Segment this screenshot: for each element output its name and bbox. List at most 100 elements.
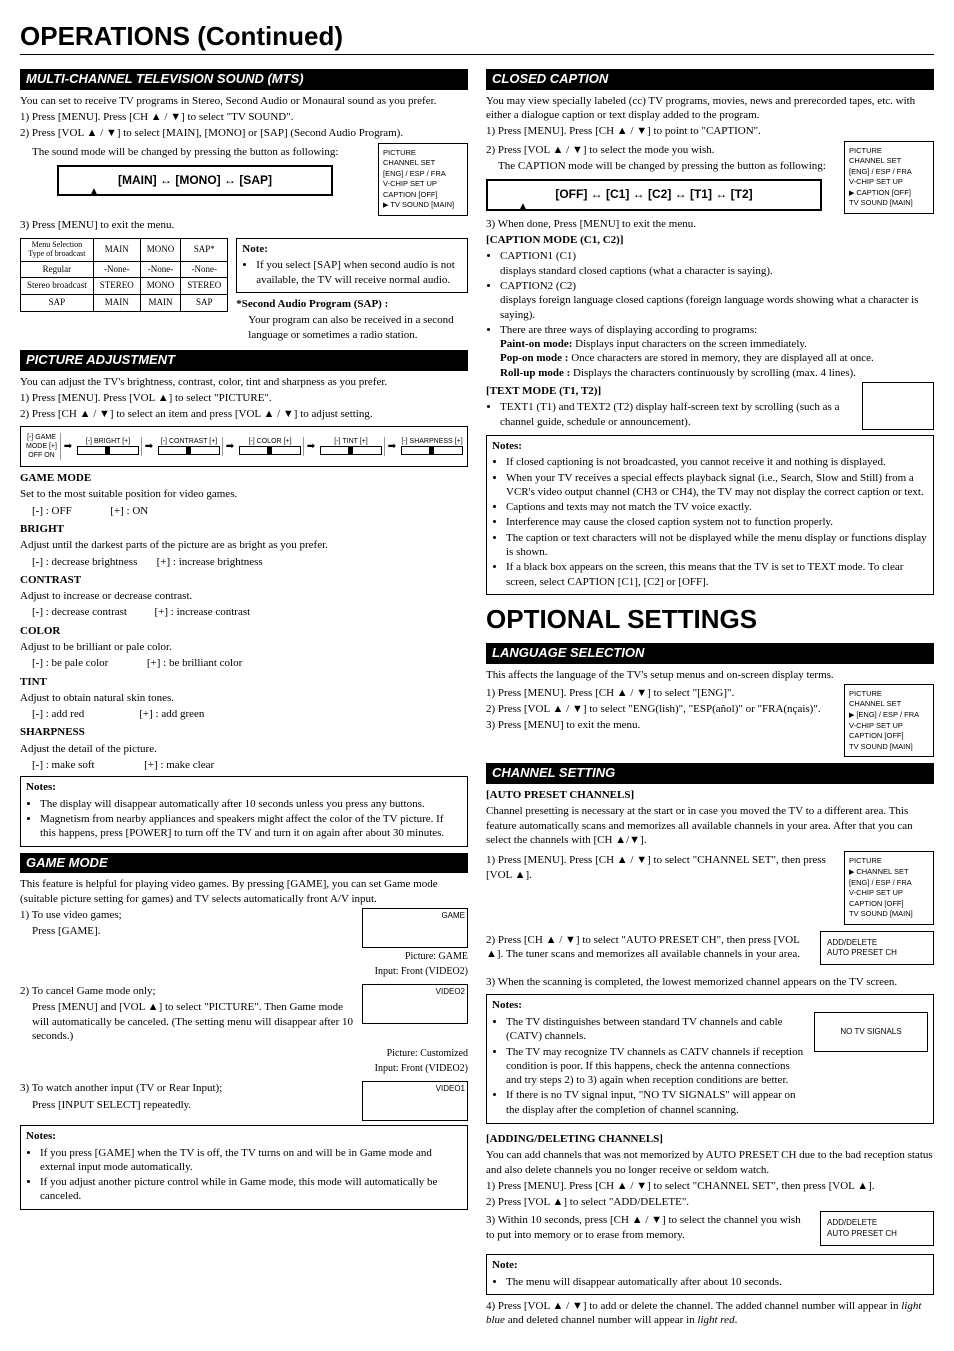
page-title: OPERATIONS (Continued) [20, 20, 934, 55]
cc-cap2: CAPTION2 (C2)displays foreign language c… [500, 279, 934, 322]
cc-text-d: TEXT1 (T1) and TEXT2 (T2) display half-s… [500, 400, 854, 429]
note-item: Captions and texts may not match the TV … [506, 500, 928, 514]
osd-line: V-CHIP SET UP [383, 179, 463, 190]
ch-a4e: . [735, 1314, 738, 1326]
osd-line: TV SOUND [MAIN] [849, 198, 929, 209]
pic-minus: [-] [334, 438, 340, 445]
item-l: [-] : be pale color [32, 657, 108, 669]
pic-cell: [-] SHARPNESS [+] [399, 437, 465, 456]
lang-s1: 1) Press [MENU]. Press [CH ▲ / ▼] to sel… [486, 686, 836, 700]
osd-line: TV SOUND [MAIN] [849, 742, 929, 753]
osd-line: V-CHIP SET UP [849, 888, 929, 899]
cc-rolld: Displays the characters continuously by … [573, 367, 856, 379]
item-h: BRIGHT [20, 522, 468, 536]
ch-notes: Notes: The TV distinguishes between stan… [486, 994, 934, 1124]
cc-ways: There are three ways of displaying accor… [500, 323, 934, 380]
ch-s3: 3) When the scanning is completed, the l… [486, 975, 934, 989]
item-d: Adjust to obtain natural skin tones. [20, 691, 468, 705]
mts-step1: 1) Press [MENU]. Press [CH ▲ / ▼] to sel… [20, 110, 468, 124]
item-d: Adjust until the darkest parts of the pi… [20, 538, 468, 552]
cc-header: CLOSED CAPTION [486, 69, 934, 90]
pic-header: PICTURE ADJUSTMENT [20, 350, 468, 371]
osd-line: CHANNEL SET [849, 156, 929, 167]
ch-auto-h: [AUTO PRESET CHANNELS] [486, 788, 934, 802]
note-item: If you adjust another picture control wh… [40, 1175, 462, 1204]
note-item: When your TV receives a special effects … [506, 471, 928, 500]
mts-diagram: [MAIN] ↔ [MONO] ↔ [SAP] ▲ [57, 165, 333, 197]
td: -None- [93, 261, 140, 278]
item-l: [-] : add red [32, 708, 84, 720]
osd-line: ADD/DELETE [827, 1218, 927, 1228]
pic-cell: [-] CONTRAST [+] [156, 437, 223, 456]
item-h: GAME MODE [20, 471, 468, 485]
item-l: [-] : OFF [32, 505, 72, 517]
cc-diagram: [OFF] ↔ [C1] ↔ [C2] ↔ [T1] ↔ [T2] ▲ [486, 179, 822, 211]
cc-paint: Paint-on mode: [500, 338, 575, 350]
osd-line: [ENG] / ESP / FRA [849, 878, 929, 889]
game-box2: VIDEO2 [362, 984, 468, 1024]
pic-sub: OFF ON [28, 452, 54, 459]
pic-notes: Notes: The display will disappear automa… [20, 776, 468, 846]
pic-cell: [-] BRIGHT [+] [75, 437, 142, 456]
pic-cell: [-] COLOR [+] [237, 437, 304, 456]
note-title: Note: [492, 1258, 928, 1272]
cc-cap2-d: displays foreign language closed caption… [500, 294, 918, 320]
note-item: If you press [GAME] when the TV is off, … [40, 1146, 462, 1175]
slider-icon [320, 446, 382, 455]
osd-line: [ENG] / ESP / FRA [849, 710, 929, 721]
th: SAP* [181, 239, 228, 262]
mts-osd: PICTURE CHANNEL SET [ENG] / ESP / FRA V-… [378, 143, 468, 216]
item-d: Adjust to be brilliant or pale color. [20, 640, 468, 654]
game-box1: GAME [362, 908, 468, 948]
pic-intro: You can adjust the TV's brightness, cont… [20, 375, 468, 389]
optional-title: OPTIONAL SETTINGS [486, 603, 934, 637]
game-lbl: Input: Front (VIDEO2) [20, 1062, 468, 1075]
cc-s1: 1) Press [MENU]. Press [CH ▲ / ▼] to poi… [486, 124, 934, 138]
mts-note-box: Note: If you select [SAP] when second au… [236, 238, 468, 293]
td: MONO [140, 278, 181, 295]
ch-a2: 2) Press [VOL ▲] to select "ADD/DELETE". [486, 1195, 934, 1209]
item-h: TINT [20, 675, 468, 689]
pic-minus: [-] [248, 438, 254, 445]
osd-line: CHANNEL SET [849, 699, 929, 710]
ch-osd2: ADD/DELETE AUTO PRESET CH [820, 931, 934, 966]
th: MONO [140, 239, 181, 262]
cc-diagram-text: [OFF] ↔ [C1] ↔ [C2] ↔ [T1] ↔ [T2] [555, 187, 752, 201]
item-r: [+] : increase brightness [157, 556, 263, 568]
ch-a1: 1) Press [MENU]. Press [CH ▲ / ▼] to sel… [486, 1179, 934, 1193]
item-d: Adjust the detail of the picture. [20, 742, 468, 756]
pic-plus: [+] [122, 438, 130, 445]
pic-minus: [-] [27, 434, 33, 441]
osd-line: PICTURE [383, 148, 463, 159]
mts-diagram-text: [MAIN] ↔ [MONO] ↔ [SAP] [118, 173, 272, 187]
td: SAP [21, 295, 94, 312]
pic-name: TINT [342, 438, 357, 445]
cc-cap1-d: displays standard closed captions (what … [500, 265, 773, 277]
pic-plus: [+] [284, 438, 292, 445]
lang-s3: 3) Press [MENU] to exit the menu. [486, 718, 836, 732]
pic-plus: [+] [455, 438, 463, 445]
game-lbl: Picture: Customized [20, 1047, 468, 1060]
mts-step2: 2) Press [VOL ▲ / ▼] to select [MAIN], [… [20, 126, 468, 140]
slider-icon [401, 446, 463, 455]
pic-step1: 1) Press [MENU]. Press [VOL ▲] to select… [20, 391, 468, 405]
item-d: Adjust to increase or decrease contrast. [20, 589, 468, 603]
osd-line: AUTO PRESET CH [827, 948, 927, 958]
osd-line: CAPTION [OFF] [383, 190, 463, 201]
pic-plus: [+] [209, 438, 217, 445]
ch-osd1: PICTURE CHANNEL SET [ENG] / ESP / FRA V-… [844, 851, 934, 924]
pic-name: CONTRAST [169, 438, 207, 445]
item-l: [-] : decrease contrast [32, 606, 127, 618]
note-item: The caption or text characters will not … [506, 531, 928, 560]
arrow-icon: ➡ [385, 440, 399, 453]
osd-line: CAPTION [OFF] [849, 731, 929, 742]
note-item: If you select [SAP] when second audio is… [256, 258, 462, 287]
item-l: [-] : make soft [32, 759, 95, 771]
sap-body: Your program can also be received in a s… [236, 313, 468, 342]
slider-icon [77, 446, 139, 455]
item-r: [+] : increase contrast [154, 606, 250, 618]
osd-line: ADD/DELETE [827, 938, 927, 948]
blank-box-icon [862, 382, 934, 430]
arrow-icon: ➡ [61, 440, 75, 453]
td: Regular [21, 261, 94, 278]
